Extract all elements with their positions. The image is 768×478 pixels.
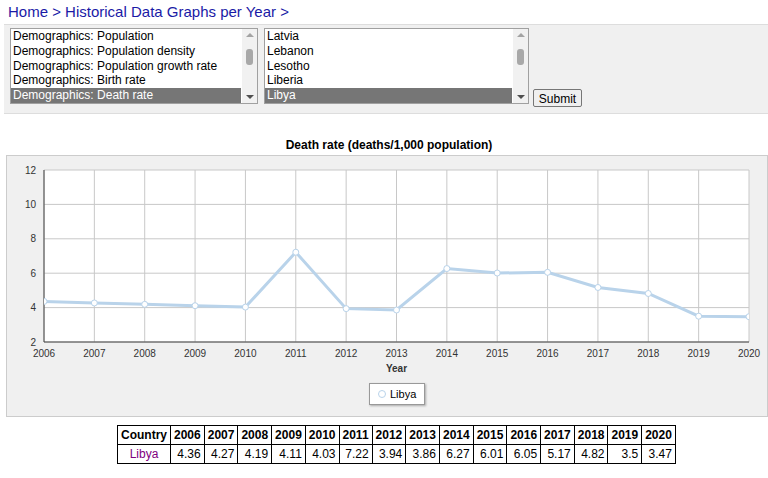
svg-text:2016: 2016 [536,348,559,359]
html-text:2006: 2006 [174,428,201,442]
html-text:Libya: Libya [129,447,159,461]
svg-text:2010: 2010 [234,348,257,359]
html-text:2015: 2015 [476,428,504,442]
svg-text:2014: 2014 [436,348,459,359]
html-text:2014: 2014 [443,428,470,442]
html-text:4.11: 4.11 [279,447,302,461]
html-text:4.19: 4.19 [244,447,269,461]
svg-text:2011: 2011 [285,348,307,359]
html-text:6.01: 6.01 [480,447,504,461]
svg-text:8: 8 [30,233,36,244]
svg-text:2019: 2019 [688,348,711,359]
html-text:Demographics: Population densi: Demographics: Population density [13,43,196,58]
html-text:7.22: 7.22 [345,447,369,461]
html-text:2012: 2012 [375,428,403,442]
svg-text:2006: 2006 [33,348,56,359]
html-text:Libya: Libya [390,388,417,400]
html-text:4.03: 4.03 [312,447,336,461]
html-text:Latvia: Latvia [267,29,299,43]
svg-text:10: 10 [25,199,37,210]
svg-text:2009: 2009 [184,348,207,359]
html-text:2011: 2011 [342,428,369,442]
svg-text:2013: 2013 [385,348,408,359]
html-text:Demographics: Population: Demographics: Population [13,29,154,43]
svg-text:2018: 2018 [637,348,660,359]
svg-text:2015: 2015 [486,348,509,359]
svg-text:2020: 2020 [738,348,760,359]
html-text:2016: 2016 [510,428,538,442]
html-text:Demographics: Death rate: Demographics: Death rate [13,88,154,103]
html-text:4.36: 4.36 [177,447,201,461]
html-text:Death rate (deaths/1,000 popul: Death rate (deaths/1,000 population) [285,138,493,152]
html-text:3.47: 3.47 [648,447,672,461]
html-text:6.05: 6.05 [513,447,538,461]
html-text:2020: 2020 [645,428,672,442]
svg-text:2: 2 [30,337,36,348]
svg-text:2017: 2017 [587,348,610,359]
html-text:3.5: 3.5 [621,447,639,461]
html-text:Libya: Libya [267,88,296,103]
html-text:2018: 2018 [577,428,605,442]
html-text:2019: 2019 [611,428,639,442]
svg-text:4: 4 [30,302,36,313]
html-text:4.82: 4.82 [581,447,605,461]
svg-text:2012: 2012 [335,348,358,359]
html-text:Demographics: Birth rate: Demographics: Birth rate [13,73,146,88]
svg-text:6: 6 [30,268,36,279]
html-text:Country: Country [121,428,167,442]
html-text:Demographics: Population growt: Demographics: Population growth rate [13,58,218,73]
html-text:2008: 2008 [241,428,269,442]
html-text:Lesotho: Lesotho [267,58,310,73]
html-text:2013: 2013 [409,428,436,442]
html-text:2009: 2009 [275,428,302,442]
svg-text:12: 12 [25,165,37,176]
html-text:Liberia: Liberia [267,73,303,88]
html-text:5.17: 5.17 [547,447,571,461]
html-text:6.27: 6.27 [446,447,470,461]
html-text:2017: 2017 [544,428,571,442]
svg-text:Year: Year [386,363,407,374]
html-text:2007: 2007 [207,428,235,442]
svg-text:2008: 2008 [134,348,157,359]
html-text:3.86: 3.86 [412,447,436,461]
html-text:Lebanon: Lebanon [267,43,314,58]
html-text:Submit: Submit [538,92,577,106]
html-text:2010: 2010 [308,428,336,442]
html-text:3.94: 3.94 [378,447,403,461]
html-text:4.27: 4.27 [211,447,235,461]
svg-text:2007: 2007 [83,348,106,359]
html-text:Home > Historical Data Graphs: Home > Historical Data Graphs per Year > [8,3,289,20]
